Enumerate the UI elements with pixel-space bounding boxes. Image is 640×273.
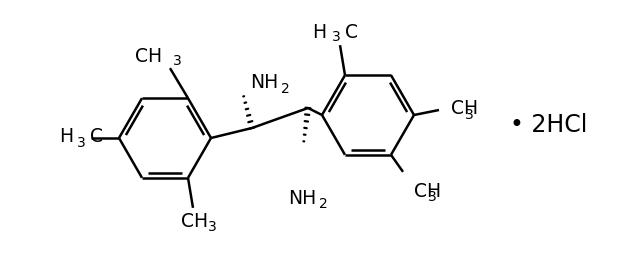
Text: 3: 3 bbox=[332, 30, 340, 44]
Text: 3: 3 bbox=[77, 136, 85, 150]
Text: NH: NH bbox=[288, 188, 316, 207]
Text: H: H bbox=[312, 23, 326, 42]
Text: H: H bbox=[59, 127, 73, 147]
Text: 3: 3 bbox=[428, 190, 436, 204]
Text: NH: NH bbox=[250, 73, 278, 93]
Text: C: C bbox=[345, 23, 358, 42]
Text: CH: CH bbox=[451, 99, 478, 118]
Text: 2: 2 bbox=[319, 197, 328, 211]
Text: • 2HCl: • 2HCl bbox=[510, 113, 588, 137]
Text: C: C bbox=[90, 127, 103, 147]
Text: 3: 3 bbox=[173, 54, 181, 68]
Text: 3: 3 bbox=[207, 220, 216, 234]
Text: CH: CH bbox=[181, 212, 209, 231]
Text: 3: 3 bbox=[465, 108, 474, 122]
Text: 2: 2 bbox=[280, 82, 289, 96]
Text: CH: CH bbox=[135, 47, 162, 66]
Text: CH: CH bbox=[414, 182, 441, 201]
